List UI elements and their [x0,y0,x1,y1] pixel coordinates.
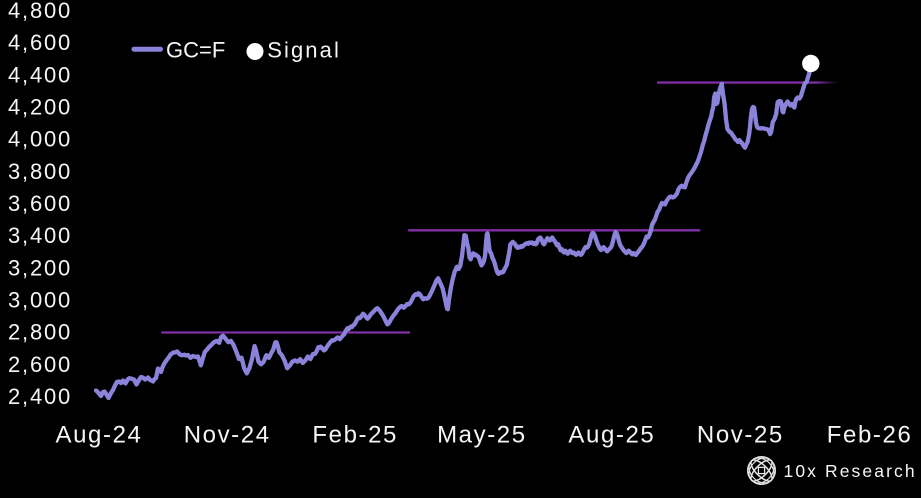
svg-text:2,400: 2,400 [8,384,72,409]
svg-text:Signal: Signal [267,37,341,62]
svg-text:2,800: 2,800 [8,320,72,345]
svg-text:May-25: May-25 [437,422,527,449]
svg-text:4,600: 4,600 [8,30,72,55]
svg-text:4,000: 4,000 [8,127,72,152]
svg-text:3,000: 3,000 [8,288,72,313]
svg-text:4,800: 4,800 [8,0,72,23]
svg-text:4,400: 4,400 [8,62,72,87]
svg-text:2,600: 2,600 [8,352,72,377]
svg-text:10x Research: 10x Research [784,461,917,481]
svg-text:Feb-26: Feb-26 [827,422,913,449]
svg-text:3,600: 3,600 [8,191,72,216]
svg-text:Nov-24: Nov-24 [184,422,271,449]
svg-text:3,800: 3,800 [8,159,72,184]
svg-text:GC=F: GC=F [166,37,225,62]
svg-text:3,400: 3,400 [8,223,72,248]
svg-text:3,200: 3,200 [8,255,72,280]
svg-text:Aug-25: Aug-25 [568,422,655,449]
svg-text:4,200: 4,200 [8,95,72,120]
svg-text:Nov-25: Nov-25 [697,422,784,449]
svg-text:Feb-25: Feb-25 [312,422,398,449]
svg-text:Aug-24: Aug-24 [56,422,143,449]
